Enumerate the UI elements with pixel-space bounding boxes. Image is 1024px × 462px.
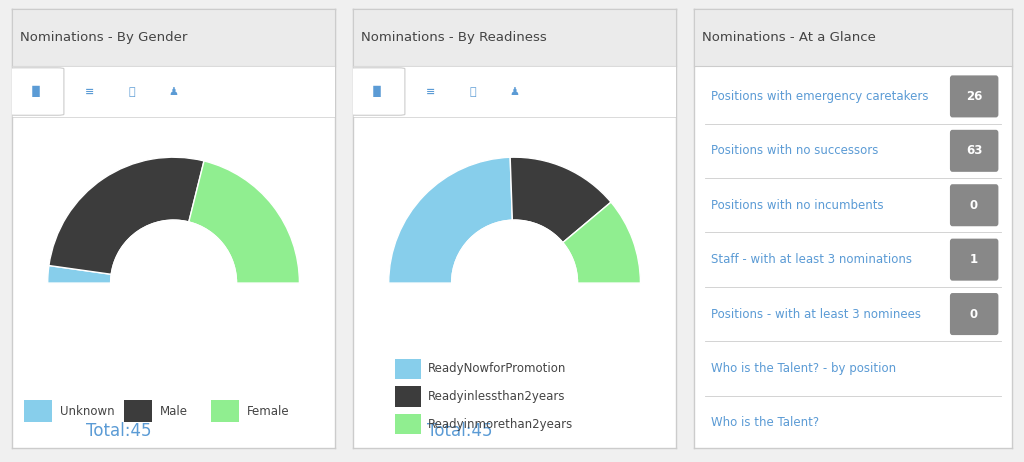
Text: ▐▌: ▐▌ [369, 86, 386, 97]
FancyBboxPatch shape [950, 184, 998, 226]
Text: Nominations - By Readiness: Nominations - By Readiness [361, 31, 547, 44]
Text: ≡: ≡ [426, 86, 435, 97]
FancyBboxPatch shape [9, 68, 63, 115]
FancyBboxPatch shape [950, 130, 998, 172]
FancyBboxPatch shape [211, 400, 240, 422]
Text: 1: 1 [970, 253, 978, 266]
Text: Readyinmorethan2years: Readyinmorethan2years [428, 418, 572, 431]
Text: Positions with no successors: Positions with no successors [712, 144, 879, 158]
FancyBboxPatch shape [950, 75, 998, 117]
Text: Who is the Talent?: Who is the Talent? [712, 416, 819, 429]
Text: ▐▌: ▐▌ [28, 86, 45, 97]
Text: Positions - with at least 3 nominees: Positions - with at least 3 nominees [712, 308, 922, 321]
Wedge shape [510, 157, 611, 243]
Circle shape [452, 220, 578, 346]
Text: Female: Female [247, 405, 290, 418]
FancyBboxPatch shape [24, 400, 52, 422]
Wedge shape [563, 202, 640, 283]
FancyBboxPatch shape [950, 293, 998, 335]
Text: ≡: ≡ [85, 86, 94, 97]
Text: Nominations - At a Glance: Nominations - At a Glance [702, 31, 877, 44]
FancyBboxPatch shape [395, 414, 421, 434]
Text: ♟: ♟ [169, 86, 178, 97]
FancyBboxPatch shape [350, 68, 404, 115]
Text: Positions with emergency caretakers: Positions with emergency caretakers [712, 90, 929, 103]
Text: Nominations - By Gender: Nominations - By Gender [20, 31, 187, 44]
Wedge shape [48, 266, 112, 283]
Wedge shape [389, 157, 512, 283]
Text: ♟: ♟ [510, 86, 519, 97]
Text: ⎙: ⎙ [128, 86, 135, 97]
Text: Unknown: Unknown [59, 405, 115, 418]
Text: 0: 0 [970, 308, 978, 321]
Text: Total:45: Total:45 [86, 422, 152, 440]
Wedge shape [49, 157, 204, 274]
Wedge shape [188, 161, 299, 283]
FancyBboxPatch shape [395, 386, 421, 407]
Text: ⎙: ⎙ [469, 86, 476, 97]
Text: Who is the Talent? - by position: Who is the Talent? - by position [712, 362, 897, 375]
FancyBboxPatch shape [124, 400, 152, 422]
Text: ReadyNowforPromotion: ReadyNowforPromotion [428, 362, 566, 375]
Circle shape [111, 220, 237, 346]
Text: Positions with no incumbents: Positions with no incumbents [712, 199, 884, 212]
Text: Staff - with at least 3 nominations: Staff - with at least 3 nominations [712, 253, 912, 266]
FancyBboxPatch shape [950, 239, 998, 280]
Text: 26: 26 [966, 90, 982, 103]
Text: 0: 0 [970, 199, 978, 212]
Text: 63: 63 [966, 144, 982, 158]
Text: Male: Male [160, 405, 187, 418]
Text: Readyinlessthan2years: Readyinlessthan2years [428, 390, 565, 403]
Text: Total:45: Total:45 [427, 422, 493, 440]
FancyBboxPatch shape [395, 359, 421, 379]
